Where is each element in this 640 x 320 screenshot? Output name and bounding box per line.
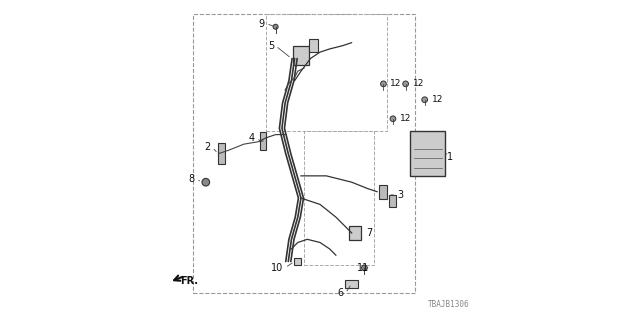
- Bar: [266, 14, 387, 132]
- Text: 3: 3: [397, 190, 404, 200]
- Circle shape: [381, 81, 387, 87]
- Text: 10: 10: [271, 263, 284, 273]
- Circle shape: [403, 81, 408, 87]
- Bar: [346, 280, 358, 288]
- Text: 8: 8: [189, 174, 195, 184]
- Bar: [380, 185, 387, 199]
- Text: 5: 5: [268, 41, 274, 51]
- Bar: [294, 258, 301, 266]
- Circle shape: [202, 178, 210, 186]
- Text: TBAJB1306: TBAJB1306: [428, 300, 469, 309]
- Text: 7: 7: [366, 228, 372, 238]
- Bar: [410, 132, 445, 176]
- Circle shape: [422, 97, 428, 103]
- Text: 6: 6: [338, 288, 344, 298]
- Text: 1: 1: [447, 152, 453, 162]
- Text: FR.: FR.: [180, 276, 198, 285]
- Text: 11: 11: [357, 263, 369, 273]
- Text: 4: 4: [249, 133, 255, 143]
- Bar: [390, 195, 396, 207]
- Bar: [193, 14, 415, 293]
- Bar: [293, 46, 309, 65]
- Text: 12: 12: [400, 114, 412, 123]
- Text: 12: 12: [390, 79, 402, 88]
- Bar: [349, 226, 361, 240]
- Circle shape: [390, 116, 396, 122]
- Circle shape: [273, 24, 278, 29]
- Text: 12: 12: [431, 95, 443, 104]
- Bar: [304, 132, 374, 265]
- Bar: [309, 39, 318, 52]
- Bar: [218, 143, 225, 164]
- Text: 9: 9: [259, 19, 264, 28]
- Text: 2: 2: [204, 142, 211, 152]
- Circle shape: [362, 265, 367, 271]
- Text: 12: 12: [413, 79, 424, 88]
- Bar: [260, 132, 266, 150]
